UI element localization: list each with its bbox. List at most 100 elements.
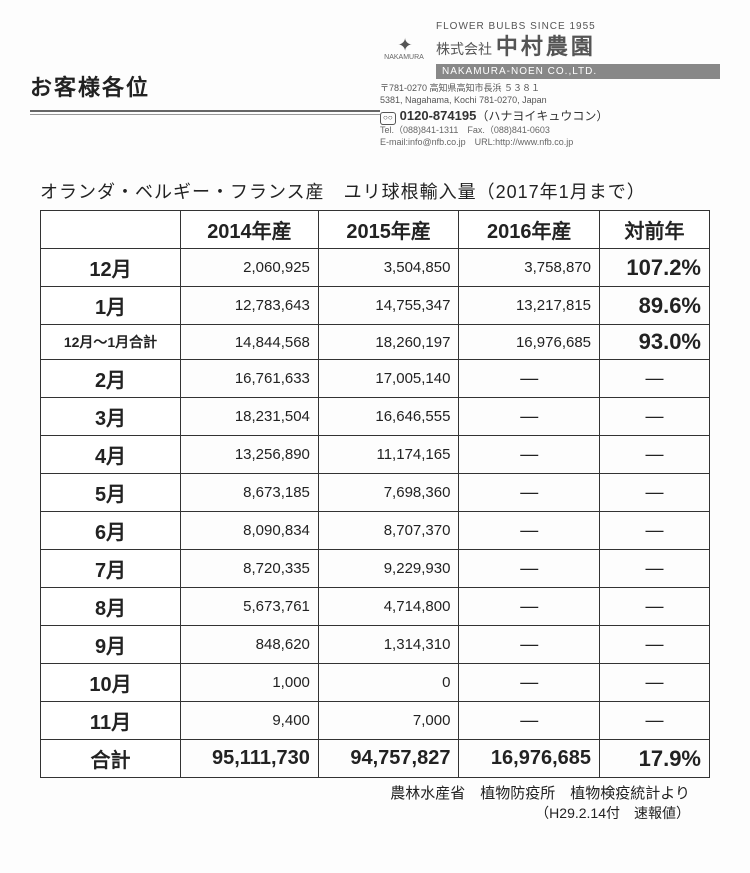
- pct-cell: ―: [600, 702, 710, 740]
- pct-cell: ―: [600, 626, 710, 664]
- header-left: お客様各位: [30, 20, 380, 115]
- address-en: 5381, Nagahama, Kochi 781-0270, Japan: [380, 95, 720, 106]
- data-cell: 16,646,555: [318, 398, 459, 436]
- company-since: FLOWER BULBS SINCE 1955: [436, 20, 720, 33]
- total-cell: 94,757,827: [318, 740, 459, 778]
- row-label: 4月: [41, 436, 181, 474]
- row-label: 8月: [41, 588, 181, 626]
- table-row: 9月848,6201,314,310――: [41, 626, 710, 664]
- total-cell: 95,111,730: [181, 740, 319, 778]
- data-cell: ―: [459, 398, 600, 436]
- table-row: 12月～1月合計14,844,56818,260,19716,976,68593…: [41, 325, 710, 360]
- row-label: 11月: [41, 702, 181, 740]
- mail-url: E-mail:info@nfb.co.jp URL:http://www.nfb…: [380, 137, 720, 149]
- data-cell: 13,256,890: [181, 436, 319, 474]
- data-cell: 848,620: [181, 626, 319, 664]
- data-cell: 7,000: [318, 702, 459, 740]
- data-cell: 8,673,185: [181, 474, 319, 512]
- tel-fax: Tel.（088)841-1311 Fax.（088)841-0603: [380, 125, 720, 137]
- data-cell: 1,000: [181, 664, 319, 702]
- col-blank: [41, 211, 181, 249]
- table-row: 1月12,783,64314,755,34713,217,81589.6%: [41, 287, 710, 325]
- data-cell: 3,504,850: [318, 249, 459, 287]
- divider-thin: [30, 114, 380, 115]
- data-cell: ―: [459, 474, 600, 512]
- row-label: 1月: [41, 287, 181, 325]
- table-row: 8月5,673,7614,714,800――: [41, 588, 710, 626]
- import-data-table: 2014年産 2015年産 2016年産 対前年 12月2,060,9253,5…: [40, 210, 710, 778]
- data-cell: 12,783,643: [181, 287, 319, 325]
- table-total-row: 合計95,111,73094,757,82716,976,68517.9%: [41, 740, 710, 778]
- pct-cell: ―: [600, 550, 710, 588]
- table-row: 11月9,4007,000――: [41, 702, 710, 740]
- row-label: 7月: [41, 550, 181, 588]
- document-header: お客様各位 ✦ NAKAMURA FLOWER BULBS SINCE 1955…: [30, 20, 720, 148]
- row-label: 12月～1月合計: [41, 325, 181, 360]
- table-row: 10月1,0000――: [41, 664, 710, 702]
- table-row: 4月13,256,89011,174,165――: [41, 436, 710, 474]
- data-cell: 7,698,360: [318, 474, 459, 512]
- total-pct: 17.9%: [600, 740, 710, 778]
- table-row: 3月18,231,50416,646,555――: [41, 398, 710, 436]
- data-cell: 17,005,140: [318, 360, 459, 398]
- company-name: 株式会社 中村農園: [436, 33, 720, 62]
- data-cell: 16,976,685: [459, 325, 600, 360]
- data-cell: 4,714,800: [318, 588, 459, 626]
- data-cell: 5,673,761: [181, 588, 319, 626]
- row-label: 3月: [41, 398, 181, 436]
- data-cell: 8,090,834: [181, 512, 319, 550]
- data-cell: ―: [459, 702, 600, 740]
- pct-cell: ―: [600, 664, 710, 702]
- data-cell: ―: [459, 436, 600, 474]
- data-cell: 11,174,165: [318, 436, 459, 474]
- freecall-icon: ○○: [380, 112, 396, 124]
- row-label: 9月: [41, 626, 181, 664]
- data-cell: ―: [459, 588, 600, 626]
- pct-cell: ―: [600, 436, 710, 474]
- data-cell: 8,720,335: [181, 550, 319, 588]
- company-romaji: NAKAMURA-NOEN CO.,LTD.: [436, 64, 720, 79]
- data-cell: ―: [459, 512, 600, 550]
- pct-cell: 107.2%: [600, 249, 710, 287]
- data-cell: ―: [459, 550, 600, 588]
- total-cell: 16,976,685: [459, 740, 600, 778]
- data-cell: ―: [459, 360, 600, 398]
- table-row: 2月16,761,63317,005,140――: [41, 360, 710, 398]
- company-logo: ✦ NAKAMURA: [380, 28, 428, 70]
- data-cell: 16,761,633: [181, 360, 319, 398]
- data-cell: 14,844,568: [181, 325, 319, 360]
- col-2016: 2016年産: [459, 211, 600, 249]
- table-row: 6月8,090,8348,707,370――: [41, 512, 710, 550]
- data-cell: ―: [459, 626, 600, 664]
- total-label: 合計: [41, 740, 181, 778]
- data-cell: 1,314,310: [318, 626, 459, 664]
- row-label: 5月: [41, 474, 181, 512]
- pct-cell: ―: [600, 512, 710, 550]
- col-2015: 2015年産: [318, 211, 459, 249]
- pct-cell: ―: [600, 360, 710, 398]
- data-cell: 0: [318, 664, 459, 702]
- row-label: 2月: [41, 360, 181, 398]
- company-info-block: ✦ NAKAMURA FLOWER BULBS SINCE 1955 株式会社 …: [380, 20, 720, 148]
- greeting-text: お客様各位: [30, 70, 380, 102]
- freecall: ○○0120-874195（ハナヨイキュウコン）: [380, 108, 720, 125]
- data-cell: 3,758,870: [459, 249, 600, 287]
- pct-cell: ―: [600, 474, 710, 512]
- data-cell: 8,707,370: [318, 512, 459, 550]
- address-jp: 〒781-0270 高知県高知市長浜 ５３８１: [380, 83, 720, 94]
- table-row: 7月8,720,3359,229,930――: [41, 550, 710, 588]
- row-label: 6月: [41, 512, 181, 550]
- data-cell: 18,260,197: [318, 325, 459, 360]
- divider-thick: [30, 110, 380, 112]
- table-row: 5月8,673,1857,698,360――: [41, 474, 710, 512]
- pct-cell: ―: [600, 398, 710, 436]
- data-cell: 14,755,347: [318, 287, 459, 325]
- data-cell: 9,400: [181, 702, 319, 740]
- row-label: 12月: [41, 249, 181, 287]
- data-cell: 18,231,504: [181, 398, 319, 436]
- data-cell: 2,060,925: [181, 249, 319, 287]
- pct-cell: ―: [600, 588, 710, 626]
- footer-line2: （H29.2.14付 速報値）: [30, 804, 690, 822]
- table-title: オランダ・ベルギー・フランス産 ユリ球根輸入量（2017年1月まで）: [40, 178, 720, 204]
- footer-line1: 農林水産省 植物防疫所 植物検疫統計より: [30, 784, 690, 804]
